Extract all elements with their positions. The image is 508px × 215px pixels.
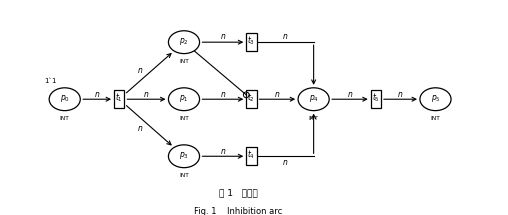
Text: $p_{3}$: $p_{3}$ (179, 150, 189, 161)
FancyBboxPatch shape (371, 90, 381, 108)
Text: 图 1   抑制弧: 图 1 抑制弧 (219, 188, 258, 197)
Text: $n$: $n$ (220, 32, 226, 41)
Text: INT: INT (179, 173, 189, 178)
Text: $n$: $n$ (220, 89, 226, 98)
Text: INT: INT (179, 116, 189, 121)
Text: $t_{2}$: $t_{2}$ (247, 92, 256, 104)
Text: $n$: $n$ (282, 158, 288, 167)
Text: $n$: $n$ (274, 89, 280, 98)
Ellipse shape (420, 88, 451, 111)
Text: $p_{1}$: $p_{1}$ (179, 93, 189, 104)
Text: $p_{5}$: $p_{5}$ (431, 93, 440, 104)
Text: $t_{5}$: $t_{5}$ (372, 92, 380, 104)
Text: $p_{2}$: $p_{2}$ (179, 36, 189, 47)
Text: $n$: $n$ (347, 89, 353, 98)
Ellipse shape (169, 31, 200, 54)
Text: $n$: $n$ (143, 89, 149, 98)
Text: 1`1: 1`1 (44, 78, 56, 84)
Text: $t_{4}$: $t_{4}$ (247, 149, 256, 161)
Text: $n$: $n$ (137, 66, 143, 75)
Text: Fig. 1    Inhibition arc: Fig. 1 Inhibition arc (195, 207, 282, 215)
Text: $t_{1}$: $t_{1}$ (115, 92, 123, 104)
Text: $n$: $n$ (137, 124, 143, 133)
Text: $p_{4}$: $p_{4}$ (309, 93, 319, 104)
Text: $t_{3}$: $t_{3}$ (247, 35, 256, 47)
Ellipse shape (169, 145, 200, 168)
FancyBboxPatch shape (246, 147, 257, 165)
Ellipse shape (49, 88, 80, 111)
Text: INT: INT (60, 116, 70, 121)
Text: INT: INT (431, 116, 440, 121)
FancyBboxPatch shape (246, 33, 257, 51)
Ellipse shape (169, 88, 200, 111)
Text: INT: INT (309, 116, 319, 121)
Text: $n$: $n$ (397, 89, 404, 98)
FancyBboxPatch shape (246, 90, 257, 108)
Text: $n$: $n$ (220, 147, 226, 156)
Text: INT: INT (179, 59, 189, 64)
Text: $n$: $n$ (94, 89, 100, 98)
Text: $p_{0}$: $p_{0}$ (60, 93, 70, 104)
Ellipse shape (298, 88, 329, 111)
FancyBboxPatch shape (114, 90, 124, 108)
Text: $n$: $n$ (282, 32, 288, 41)
